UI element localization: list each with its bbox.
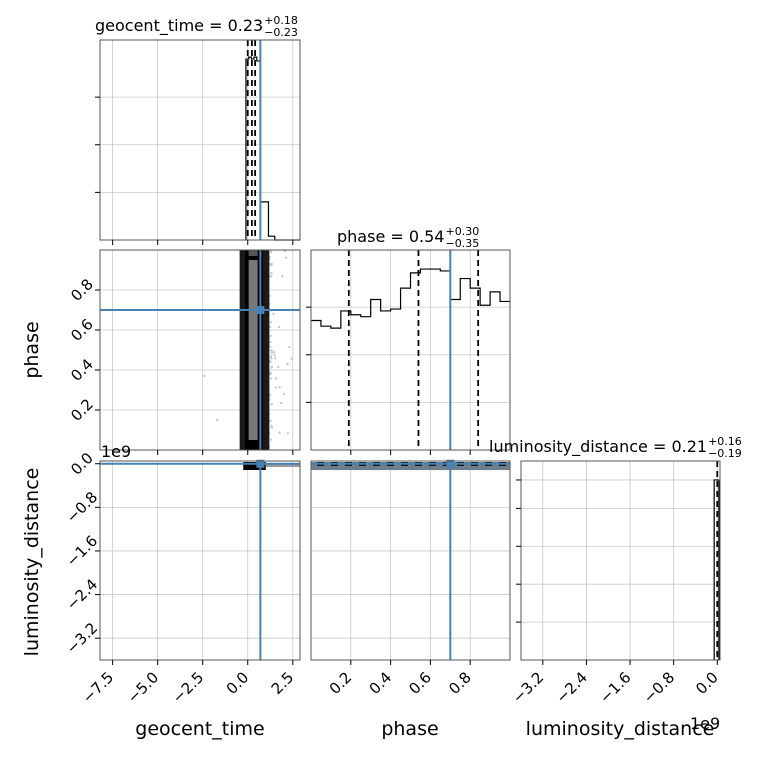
y-tick-label: 0.6 (67, 315, 97, 345)
sample-point (274, 357, 277, 360)
sample-point (270, 366, 273, 369)
title-upper-error: +0.16 (708, 435, 742, 448)
panel-frame (99, 39, 301, 241)
sample-point (277, 365, 280, 369)
sample-point (286, 363, 289, 366)
sample-point (268, 371, 272, 374)
panel-frame (310, 460, 511, 661)
phase-geocent-panel (203, 249, 293, 452)
sample-point (274, 377, 278, 380)
sample-point (269, 334, 272, 338)
sample-point (270, 250, 273, 254)
x-tick-label: −0.8 (640, 668, 678, 706)
sample-point (280, 401, 283, 405)
sample-point (270, 426, 274, 429)
sample-point (269, 340, 272, 344)
truth-marker (256, 459, 265, 468)
panel-title: phase = 0.54 (337, 227, 444, 246)
sample-point (270, 349, 274, 352)
sample-point (282, 392, 286, 396)
x-tick-label: −3.2 (509, 668, 547, 706)
x-tick-label: 0.4 (366, 668, 396, 698)
y-axis-label: luminosity_distance (21, 468, 43, 657)
x-tick-label: 0.0 (223, 668, 253, 698)
x-tick-label: 0.2 (326, 668, 356, 698)
title-lower-error: −0.35 (445, 237, 479, 250)
density-band (311, 462, 510, 470)
x-tick-label: −2.4 (553, 668, 591, 706)
x-tick-label: 0.0 (692, 668, 722, 698)
panel-title: geocent_time = 0.23 (95, 16, 263, 36)
x-tick-label: −1.6 (596, 668, 634, 706)
sample-point (269, 320, 272, 324)
sample-point (268, 393, 272, 396)
y-tick-label: 0.0 (67, 449, 97, 479)
sample-point (288, 345, 291, 349)
x-tick-label: −7.5 (79, 668, 117, 706)
panel-frame (310, 249, 511, 451)
x-tick-label: 2.5 (268, 668, 298, 698)
sample-point (281, 275, 284, 278)
sample-point (269, 345, 272, 348)
y-axis-label: phase (21, 321, 43, 378)
title-lower-error: −0.19 (708, 447, 742, 460)
title-upper-error: +0.18 (264, 14, 298, 27)
geocent-time-histogram (245, 56, 300, 241)
sample-point (269, 357, 273, 360)
sample-point (269, 438, 273, 441)
sample-point (278, 385, 281, 389)
sample-point (272, 312, 275, 316)
sample-point (273, 353, 276, 357)
sample-point (272, 351, 276, 354)
truth-marker (256, 306, 265, 314)
sample-point (290, 357, 293, 360)
title-lower-error: −0.23 (264, 26, 298, 39)
x-tick-label: 0.6 (405, 668, 435, 698)
offset-label: 1e9 (101, 442, 131, 461)
x-axis-label: phase (381, 718, 438, 740)
y-tick-label: 0.2 (67, 395, 97, 425)
phase-histogram (311, 268, 510, 329)
sample-point (269, 419, 272, 423)
sample-point (277, 325, 281, 329)
density-band (248, 260, 258, 440)
panel-frame (99, 460, 301, 661)
truth-marker (446, 459, 455, 468)
sample-point (215, 418, 219, 422)
sample-point (269, 377, 273, 380)
sample-point (274, 386, 278, 389)
sample-point (270, 402, 273, 406)
sample-point (270, 351, 274, 355)
sample-point (270, 272, 273, 275)
sample-point (269, 354, 273, 358)
sample-point (278, 431, 281, 434)
density-band (265, 464, 300, 467)
luminosity-distance-histogram (713, 479, 720, 660)
x-tick-label: −2.5 (169, 668, 207, 706)
sample-point (270, 262, 273, 266)
x-tick-label: 0.8 (445, 668, 475, 698)
panel-title: luminosity_distance = 0.21 (489, 437, 707, 457)
density-band (243, 462, 266, 470)
sample-point (286, 432, 290, 435)
x-tick-label: −5.0 (124, 668, 162, 706)
sample-point (203, 374, 206, 378)
y-tick-label: 0.4 (67, 355, 97, 385)
x-axis-label: geocent_time (135, 718, 264, 740)
panel-frame (520, 460, 721, 661)
x-axis-label: luminosity_distance (526, 718, 715, 740)
title-upper-error: +0.30 (445, 225, 479, 238)
density-band (248, 250, 258, 256)
panel-frame (99, 249, 301, 451)
sample-point (269, 275, 273, 278)
offset-label: 1e9 (690, 714, 720, 733)
sample-point (284, 256, 288, 259)
y-tick-label: 0.8 (67, 275, 97, 305)
